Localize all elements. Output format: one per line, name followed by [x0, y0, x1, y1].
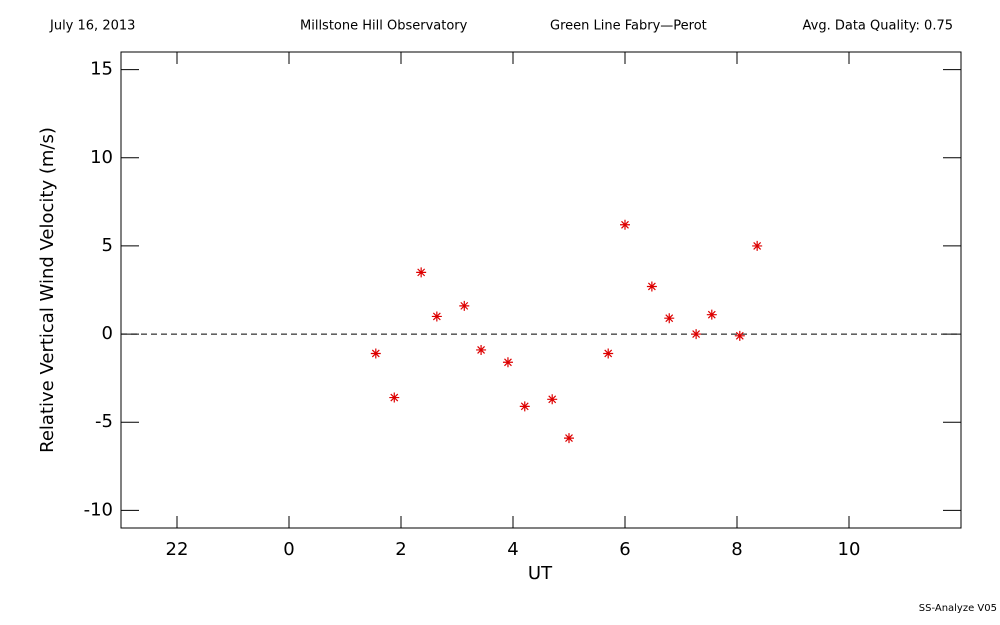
data-point: [459, 300, 470, 311]
x-tick-label: 4: [507, 539, 518, 560]
data-point: [620, 219, 630, 230]
data-point: [706, 309, 717, 320]
y-tick-label: 5: [102, 235, 113, 256]
data-point: [389, 392, 400, 403]
x-tick-label: 2: [395, 539, 406, 560]
data-point: [564, 433, 574, 444]
data-point: [476, 344, 487, 355]
data-point: [603, 348, 614, 359]
data-point: [502, 357, 513, 368]
x-tick-label: 8: [731, 539, 742, 560]
x-tick-label: 10: [838, 539, 861, 560]
data-point: [734, 330, 745, 341]
data-point: [691, 329, 702, 340]
data-point: [519, 401, 530, 412]
y-tick-label: 0: [102, 323, 113, 344]
x-tick-label: 22: [166, 539, 189, 560]
plot-frame: [120, 51, 962, 529]
date: July 16, 2013: [49, 19, 135, 34]
data-point: [416, 267, 427, 278]
y-tick-label: 10: [90, 147, 113, 168]
x-axis-label: UT: [528, 563, 553, 584]
instrument: Green Line Fabry—Perot: [550, 19, 707, 34]
observatory: Millstone Hill Observatory: [300, 19, 468, 34]
data-point: [752, 240, 763, 251]
x-tick-label: 6: [619, 539, 630, 560]
y-tick-label: -5: [95, 411, 113, 432]
x-tick-label: 0: [283, 539, 294, 560]
data-point: [431, 311, 442, 322]
footer: SS-Analyze V05: [919, 603, 997, 614]
data-point: [664, 313, 675, 324]
y-axis-label: Relative Vertical Wind Velocity (m/s): [37, 127, 58, 453]
quality: Avg. Data Quality: 0.75: [803, 19, 953, 34]
y-tick-label: 15: [90, 59, 113, 80]
y-tick-label: -10: [84, 499, 113, 520]
data-point: [646, 281, 657, 292]
data-point: [370, 348, 381, 359]
data-point: [547, 394, 558, 405]
